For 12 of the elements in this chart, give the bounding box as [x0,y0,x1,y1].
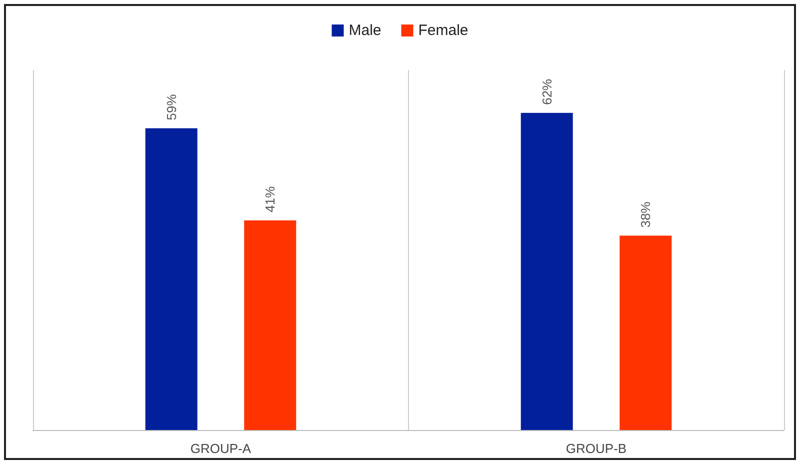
x-tick-label: GROUP-A [190,441,252,456]
bar [145,128,198,430]
data-label: 38% [638,201,654,228]
x-tick-label: GROUP-B [566,441,627,456]
data-label: 41% [262,186,278,212]
data-label: 62% [539,78,554,105]
legend-label: Female [418,22,468,39]
data-label: 59% [164,94,179,120]
bar [244,220,296,430]
legend-label: Male [348,22,382,39]
bar [620,236,672,430]
bar [520,112,573,430]
